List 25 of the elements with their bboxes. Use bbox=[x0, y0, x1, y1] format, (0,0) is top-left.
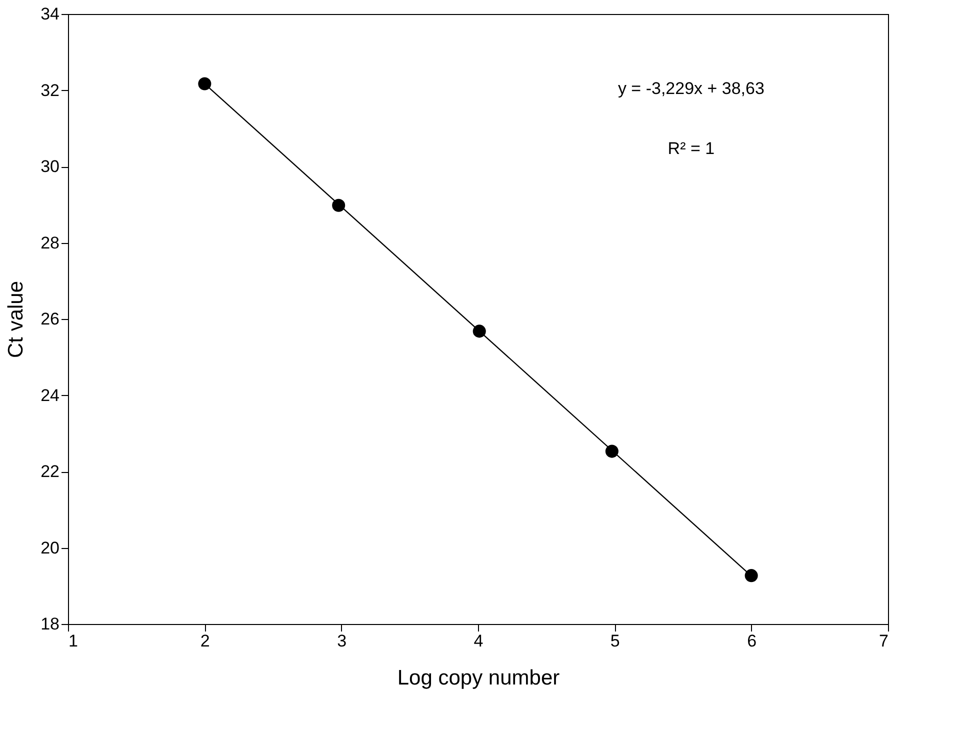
annotation: y = -3,229x + 38,63 bbox=[618, 79, 764, 98]
y-tick-label: 30 bbox=[40, 157, 60, 176]
y-tick-label: 26 bbox=[40, 310, 60, 328]
y-tick-label: 18 bbox=[40, 614, 60, 634]
x-tick-label: 1 bbox=[68, 632, 78, 650]
annotation: R² = 1 bbox=[668, 139, 715, 158]
y-tick-label: 34 bbox=[40, 4, 60, 24]
x-axis-title: Log copy number bbox=[397, 666, 560, 690]
x-tick-label: 2 bbox=[200, 632, 210, 650]
point bbox=[605, 444, 618, 458]
x-tick-label: 5 bbox=[610, 632, 620, 650]
x-tick-label: 3 bbox=[337, 632, 347, 650]
point bbox=[472, 324, 486, 338]
y-tick-label: 22 bbox=[40, 462, 60, 481]
y-tick-label: 28 bbox=[40, 233, 60, 252]
x-tick-label: 4 bbox=[474, 632, 484, 650]
point bbox=[332, 198, 346, 212]
x-tick-label: 6 bbox=[747, 632, 757, 650]
y-tick-label: 32 bbox=[40, 80, 60, 100]
y-tick-label: 20 bbox=[40, 538, 60, 558]
y-tick-label: 24 bbox=[40, 386, 60, 405]
point bbox=[198, 77, 212, 90]
point bbox=[744, 569, 758, 582]
x-tick-label: 7 bbox=[879, 632, 888, 650]
y-axis-title: Ct value bbox=[4, 280, 28, 358]
